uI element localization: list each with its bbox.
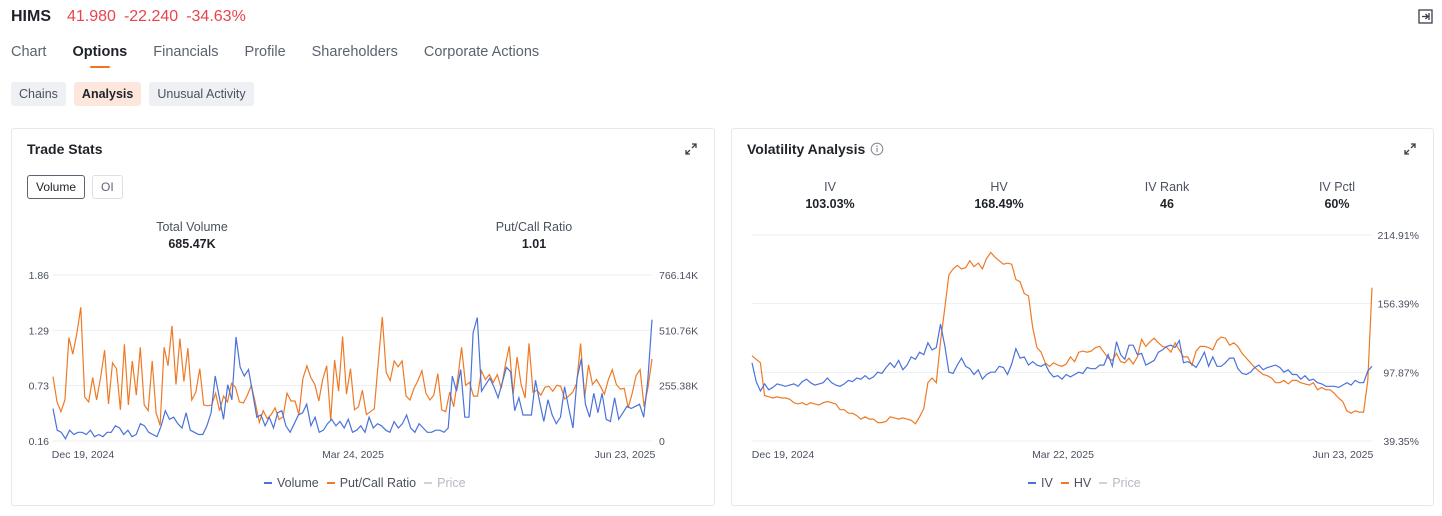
iv-pctl-label: IV Pctl [1318,180,1356,194]
hv-label: HV [990,180,1008,194]
hv-stat: HV 168.49% [939,180,1059,211]
trade-stats-legend: Volume Put/Call Ratio Price [264,476,474,490]
y-left-tick-label: 1.86 [29,270,50,282]
info-icon[interactable] [870,142,884,156]
iv-rank-value: 46 [1160,197,1174,211]
oi-toggle-button[interactable]: OI [92,175,123,199]
volume-line [52,317,653,441]
legend-hv[interactable]: HV [1060,476,1092,490]
quote-header: HIMS 41.980 -22.240 -34.63% [11,6,254,28]
x-tick-label: Mar 22, 2025 [1032,449,1094,461]
y-right-tick-label: 510.76K [659,325,698,337]
volume-toggle-button[interactable]: Volume [27,175,86,199]
legend-price-swatch [424,482,433,484]
volume-oi-toggle: Volume OI [27,175,130,199]
iv-pctl-stat: IV Pctl 60% [1277,180,1397,211]
hv-value: 168.49% [974,197,1024,211]
legend-put-call-ratio-label: Put/Call Ratio [339,476,417,490]
price-change-pct: -34.63% [186,8,246,25]
iv-rank-stat: IV Rank 46 [1107,180,1227,211]
legend-iv[interactable]: IV [1028,476,1053,490]
subtab-chains[interactable]: Chains [11,82,66,106]
iv-stat: IV 103.03% [770,180,890,211]
y-tick-label: 97.87% [1383,367,1419,379]
total-volume-value: 685.47K [168,237,216,251]
x-tick-label: Dec 19, 2024 [752,449,815,461]
expand-icon[interactable] [1403,142,1417,156]
iv-line [751,323,1373,393]
legend-price-label: Price [437,476,466,490]
legend-put-call-ratio-swatch [326,482,335,484]
tab-shareholders[interactable]: Shareholders [311,44,398,60]
trade-stats-title: Trade Stats [27,141,103,157]
legend-volume[interactable]: Volume [264,476,319,490]
price-change: -22.240 [123,8,179,25]
y-tick-label: 156.39% [1378,299,1419,311]
volatility-chart: 214.91% 156.39% 97.87% 39.35% Dec 19, 2024 Ma… [751,230,1419,461]
x-tick-label: Mar 24, 2025 [322,449,384,461]
y-right-tick-label: 0 [659,436,665,448]
tab-financials[interactable]: Financials [153,44,219,60]
legend-volume-swatch [264,482,272,484]
subtab-analysis[interactable]: Analysis [73,82,142,106]
iv-value: 103.03% [805,197,855,211]
iv-pctl-value: 60% [1324,197,1350,211]
volatility-analysis-title: Volatility Analysis [747,141,866,157]
x-tick-label: Jun 23, 2025 [1313,449,1374,461]
y-right-tick-label: 255.38K [659,381,698,393]
trade-stats-card: 1.86 1.29 0.73 0.16 766.14K 510.76K 255.38K 0 De… [11,128,715,506]
last-price: 41.980 [67,8,116,25]
legend-iv-swatch [1028,482,1036,484]
expand-icon[interactable] [684,142,698,156]
y-tick-label: 39.35% [1383,436,1419,448]
volatility-analysis-card: 214.91% 156.39% 97.87% 39.35% Dec 19, 2024 Ma… [731,128,1434,506]
put-call-ratio-line [52,307,653,426]
volatility-legend: IV HV Price [1028,476,1149,490]
total-volume-stat: Total Volume 685.47K [132,220,252,251]
total-volume-label: Total Volume [156,220,228,234]
tab-chart[interactable]: Chart [11,44,47,60]
legend-price[interactable]: Price [1099,476,1141,490]
ticker-symbol: HIMS [11,8,51,25]
iv-label: IV [824,180,836,194]
x-tick-label: Dec 19, 2024 [52,449,115,461]
y-left-tick-label: 0.16 [29,436,50,448]
options-subtabs: Chains Analysis Unusual Activity [11,82,262,106]
legend-iv-label: IV [1041,476,1053,490]
y-right-tick-label: 766.14K [659,270,698,282]
tab-profile[interactable]: Profile [244,44,286,60]
trade-stats-chart: 1.86 1.29 0.73 0.16 766.14K 510.76K 255.38K 0 De… [29,270,699,461]
legend-hv-label: HV [1073,476,1092,490]
legend-hv-swatch [1060,482,1069,484]
hv-line [751,251,1373,425]
y-left-tick-label: 1.29 [29,325,50,337]
put-call-ratio-value: 1.01 [521,237,547,251]
legend-put-call-ratio[interactable]: Put/Call Ratio [326,476,417,490]
put-call-ratio-label: Put/Call Ratio [495,220,573,234]
tab-corporate-actions[interactable]: Corporate Actions [423,44,540,60]
legend-price-swatch [1099,482,1108,484]
subtab-unusual-activity[interactable]: Unusual Activity [149,82,254,106]
y-tick-label: 214.91% [1378,230,1419,242]
legend-price[interactable]: Price [424,476,466,490]
exit-panel-icon[interactable] [1418,9,1433,24]
put-call-ratio-stat: Put/Call Ratio 1.01 [474,220,594,251]
main-tabs: Chart Options Financials Profile Shareho… [11,44,565,68]
tab-options[interactable]: Options [72,44,127,68]
iv-rank-label: IV Rank [1144,180,1190,194]
legend-price-label: Price [1112,476,1141,490]
x-tick-label: Jun 23, 2025 [595,449,656,461]
legend-volume-label: Volume [277,476,319,490]
y-left-tick-label: 0.73 [29,381,50,393]
